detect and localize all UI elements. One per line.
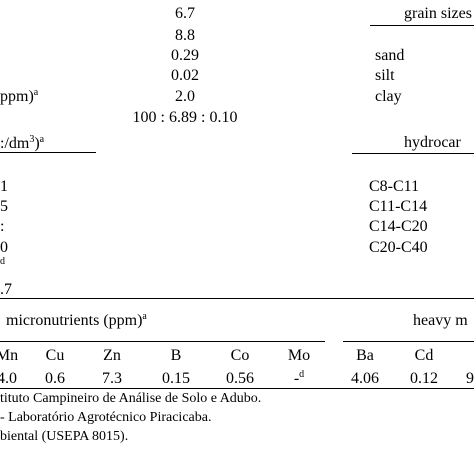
heavy-metals-header-rule: [343, 341, 474, 342]
table-top-rule: [0, 298, 474, 299]
table-value: 4.0: [0, 370, 17, 387]
value-cell: 0.29: [171, 47, 199, 64]
footnote: biental (USEPA 8015).: [0, 429, 129, 444]
left-section-rule: [0, 152, 96, 153]
dm-label: :/dm3)a: [0, 134, 45, 152]
left-row-value: 5: [0, 198, 8, 215]
table-value: 9: [466, 370, 474, 387]
grain-row-label: sand: [375, 47, 405, 64]
grain-header-rule: [370, 25, 474, 26]
column-header: Mn: [0, 347, 19, 364]
left-row-value: :: [0, 218, 5, 235]
hydrocarbon-fraction: C8-C11: [369, 178, 420, 195]
hydrocarbon-fraction: C11-C14: [369, 198, 428, 215]
column-header: Mo: [287, 347, 311, 364]
micronutrients-header-rule: [0, 341, 325, 342]
hydrocarbon-fraction: C14-C20: [369, 218, 428, 235]
column-header: Zn: [103, 347, 121, 364]
left-row-footnote-mark: d: [0, 256, 5, 267]
column-header: B: [170, 347, 182, 364]
value-cell: 8.8: [175, 27, 195, 44]
table-bottom-rule: [0, 388, 474, 389]
value-cell: 6.7: [175, 5, 195, 22]
table-value: 0.15: [162, 370, 190, 387]
column-header: Co: [230, 347, 250, 364]
value-cell: 0.02: [171, 67, 199, 84]
column-header: Cu: [45, 347, 65, 364]
table-value: 0.56: [226, 370, 254, 387]
left-row-value: 1: [0, 178, 8, 195]
table-value: 0.12: [410, 370, 438, 387]
value-cell: 2.0: [175, 88, 195, 105]
left-row-value: .7: [0, 281, 12, 298]
grain-sizes-header: grain sizes: [404, 5, 472, 22]
table-value: 7.3: [102, 370, 122, 387]
ratio-value: 100 : 6.89 : 0.10: [132, 109, 238, 126]
footnote: - Laboratório Agrotécnico Piracicaba.: [0, 410, 212, 425]
table-value: 0.6: [45, 370, 65, 387]
left-row-value: 0: [0, 239, 8, 256]
hydrocarbons-header: hydrocar: [404, 134, 461, 151]
ppm-label: ppm)a: [0, 87, 39, 105]
micronutrients-header: micronutrients (ppm)a: [6, 311, 147, 329]
table-value: -d: [293, 369, 305, 387]
grain-row-label: silt: [375, 67, 395, 84]
column-header: Ba: [356, 347, 374, 364]
hydrocarbons-header-rule: [352, 153, 474, 154]
heavy-metals-header: heavy m: [413, 312, 468, 329]
column-header: Cd: [414, 347, 434, 364]
grain-row-label: clay: [375, 88, 402, 105]
table-value: 4.06: [351, 370, 379, 387]
footnote: tituto Campineiro de Análise de Solo e A…: [0, 391, 262, 406]
hydrocarbon-fraction: C20-C40: [369, 239, 428, 256]
